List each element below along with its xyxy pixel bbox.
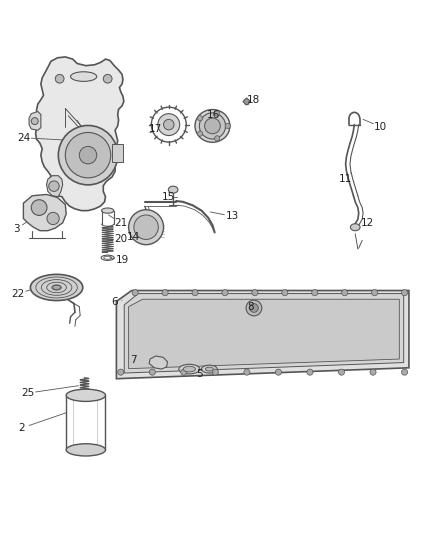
Ellipse shape bbox=[30, 274, 83, 301]
Text: 7: 7 bbox=[131, 356, 137, 365]
Circle shape bbox=[402, 289, 408, 296]
Polygon shape bbox=[29, 111, 41, 130]
Circle shape bbox=[312, 289, 318, 296]
Text: 25: 25 bbox=[21, 388, 35, 398]
Circle shape bbox=[205, 118, 220, 134]
Text: 15: 15 bbox=[162, 192, 175, 201]
Text: 19: 19 bbox=[116, 255, 129, 265]
Ellipse shape bbox=[205, 367, 213, 371]
Circle shape bbox=[192, 289, 198, 296]
Circle shape bbox=[49, 181, 59, 191]
Ellipse shape bbox=[168, 186, 178, 193]
Circle shape bbox=[58, 125, 118, 185]
Ellipse shape bbox=[71, 72, 97, 82]
Ellipse shape bbox=[53, 285, 60, 289]
Ellipse shape bbox=[66, 389, 106, 401]
Circle shape bbox=[371, 289, 378, 296]
Circle shape bbox=[339, 369, 345, 375]
Text: 13: 13 bbox=[226, 211, 239, 221]
Circle shape bbox=[250, 304, 258, 312]
Text: 11: 11 bbox=[339, 174, 352, 184]
Ellipse shape bbox=[102, 208, 114, 213]
Circle shape bbox=[47, 212, 59, 224]
Text: 3: 3 bbox=[13, 224, 19, 235]
Circle shape bbox=[212, 369, 219, 375]
Circle shape bbox=[215, 111, 220, 116]
Text: 17: 17 bbox=[149, 124, 162, 134]
Circle shape bbox=[55, 75, 64, 83]
Circle shape bbox=[118, 369, 124, 375]
Circle shape bbox=[198, 116, 203, 121]
Circle shape bbox=[79, 147, 97, 164]
Text: 2: 2 bbox=[18, 423, 25, 433]
Circle shape bbox=[370, 369, 376, 375]
Text: 5: 5 bbox=[196, 369, 203, 379]
Circle shape bbox=[65, 133, 111, 178]
Circle shape bbox=[342, 289, 348, 296]
Text: 8: 8 bbox=[247, 302, 254, 312]
Text: 20: 20 bbox=[114, 235, 127, 245]
Polygon shape bbox=[23, 195, 66, 231]
Circle shape bbox=[163, 119, 174, 130]
Polygon shape bbox=[124, 294, 404, 373]
Ellipse shape bbox=[66, 444, 106, 456]
Circle shape bbox=[132, 289, 138, 296]
Circle shape bbox=[31, 118, 38, 125]
Text: 22: 22 bbox=[11, 288, 25, 298]
Circle shape bbox=[198, 131, 203, 136]
Circle shape bbox=[129, 210, 163, 245]
Polygon shape bbox=[46, 176, 63, 197]
Ellipse shape bbox=[183, 366, 195, 372]
Circle shape bbox=[31, 200, 47, 215]
Polygon shape bbox=[117, 290, 409, 379]
Circle shape bbox=[158, 114, 180, 135]
Circle shape bbox=[307, 369, 313, 375]
Text: 6: 6 bbox=[111, 297, 117, 308]
Ellipse shape bbox=[179, 364, 200, 374]
Text: 24: 24 bbox=[17, 133, 30, 143]
Circle shape bbox=[402, 369, 408, 375]
Circle shape bbox=[103, 75, 112, 83]
Circle shape bbox=[252, 289, 258, 296]
Text: 18: 18 bbox=[247, 95, 261, 104]
Circle shape bbox=[162, 289, 168, 296]
Text: 14: 14 bbox=[127, 232, 141, 242]
Circle shape bbox=[244, 369, 250, 375]
Circle shape bbox=[134, 215, 158, 239]
Ellipse shape bbox=[195, 110, 230, 142]
Ellipse shape bbox=[350, 224, 360, 231]
Bar bbox=[112, 144, 123, 161]
Text: 12: 12 bbox=[361, 218, 374, 228]
Text: 21: 21 bbox=[114, 218, 127, 228]
Polygon shape bbox=[149, 356, 167, 369]
Circle shape bbox=[199, 113, 226, 139]
Circle shape bbox=[215, 136, 220, 141]
Ellipse shape bbox=[201, 365, 217, 373]
Polygon shape bbox=[243, 98, 250, 105]
Circle shape bbox=[276, 369, 282, 375]
Polygon shape bbox=[35, 57, 124, 211]
Text: 10: 10 bbox=[374, 122, 387, 132]
Circle shape bbox=[181, 369, 187, 375]
Circle shape bbox=[149, 369, 155, 375]
Circle shape bbox=[282, 289, 288, 296]
Circle shape bbox=[246, 300, 262, 316]
Circle shape bbox=[225, 123, 230, 128]
Polygon shape bbox=[129, 299, 399, 369]
Text: 16: 16 bbox=[207, 110, 220, 119]
Circle shape bbox=[222, 289, 228, 296]
